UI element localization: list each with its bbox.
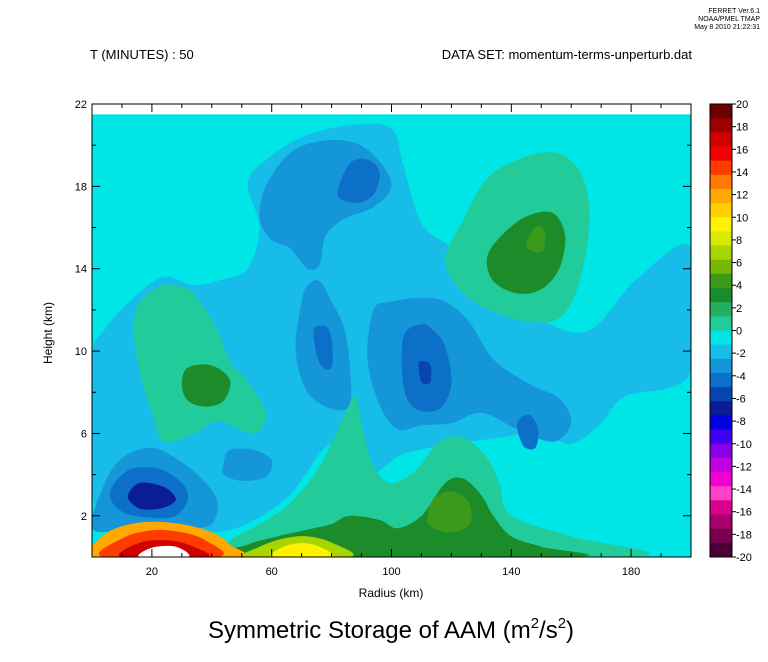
colorbar-swatch bbox=[710, 415, 732, 431]
ferret-version-stamp: FERRET Ver.6.1 bbox=[708, 8, 760, 15]
colorbar-level-label: 6 bbox=[736, 258, 742, 270]
colorbar-swatch bbox=[710, 387, 732, 402]
contour-region-level-20-26 bbox=[138, 545, 190, 558]
x-tick-label: 140 bbox=[502, 566, 520, 578]
colorbar-level-label: -10 bbox=[736, 439, 752, 451]
chart-title: Symmetric Storage of AAM (m2/s2) bbox=[208, 615, 574, 644]
contour-region-level-neg6-7 bbox=[337, 158, 380, 203]
colorbar-level-label: 4 bbox=[736, 280, 742, 292]
colorbar-swatch bbox=[710, 401, 732, 416]
time-label: T (MINUTES) : 50 bbox=[90, 47, 194, 62]
y-axis-title: Height (km) bbox=[41, 302, 55, 364]
contour-region-level-neg6-9 bbox=[313, 325, 333, 370]
chart-title-sup2: 2 bbox=[558, 615, 566, 632]
colorbar-swatch bbox=[710, 302, 732, 317]
y-tick-label: 14 bbox=[75, 264, 87, 276]
colorbar-level-label: -18 bbox=[736, 529, 752, 541]
colorbar-swatch bbox=[710, 344, 732, 360]
colorbar-swatch bbox=[710, 259, 732, 275]
colorbar-level-label: 12 bbox=[736, 190, 748, 202]
y-tick-label: 10 bbox=[75, 346, 87, 358]
contour-region-level-10-22 bbox=[270, 543, 334, 558]
colorbar-level-label: -12 bbox=[736, 461, 752, 473]
colorbar-swatch bbox=[710, 160, 732, 176]
colorbar-labels: 20181614121086420-2-4-6-8-10-12-14-16-18… bbox=[732, 99, 752, 564]
colorbar-level-label: -8 bbox=[736, 416, 746, 428]
colorbar-swatch bbox=[710, 273, 732, 289]
x-tick-label: 100 bbox=[382, 566, 400, 578]
colorbar-swatch bbox=[710, 132, 732, 147]
colorbar-level-label: 16 bbox=[736, 144, 748, 156]
colorbar-swatch bbox=[710, 245, 732, 261]
colorbar-swatch bbox=[710, 174, 732, 190]
colorbar-level-label: 20 bbox=[736, 99, 748, 111]
x-tick-label: 60 bbox=[266, 566, 278, 578]
heatmap-fill bbox=[92, 114, 691, 558]
axis-tick-labels: 20 60 100 140 180 2 6 10 14 18 22 bbox=[75, 99, 641, 578]
contour-region-level-6-20 bbox=[427, 491, 472, 533]
colorbar-level-label: 0 bbox=[736, 326, 742, 338]
dataset-label: DATA SET: momentum-terms-unperturb.dat bbox=[442, 47, 693, 62]
contour-region-level-2-18 bbox=[184, 396, 650, 558]
y-tick-label: 6 bbox=[81, 428, 87, 440]
chart-title-mid: /s bbox=[539, 617, 558, 644]
contour-region-level-2-1 bbox=[133, 284, 266, 443]
colorbar-swatch bbox=[710, 104, 732, 119]
contour-region-level-4-4 bbox=[486, 211, 566, 294]
y-tick-label: 18 bbox=[75, 181, 87, 193]
colorbar-level-label: 18 bbox=[736, 122, 748, 134]
colorbar-swatch bbox=[710, 372, 732, 388]
colorbar-swatch bbox=[710, 486, 732, 501]
colorbar-level-label: -14 bbox=[736, 484, 752, 496]
colorbar-level-label: -2 bbox=[736, 348, 746, 360]
colorbar-swatch bbox=[710, 528, 732, 544]
contour-region-level-neg6-13 bbox=[517, 414, 539, 450]
axis-ticks bbox=[91, 103, 692, 558]
chart-title-end: ) bbox=[566, 617, 574, 644]
colorbar-swatch bbox=[710, 118, 732, 133]
chart-title-sup1: 2 bbox=[531, 615, 539, 632]
x-axis-title: Radius (km) bbox=[359, 586, 424, 600]
colorbar-level-label: -20 bbox=[736, 552, 752, 564]
colorbar-level-label: -16 bbox=[736, 507, 752, 519]
colorbar-swatch bbox=[710, 316, 732, 331]
colorbar-swatch bbox=[710, 217, 732, 232]
colorbar-swatch bbox=[710, 500, 732, 516]
colorbar-swatch bbox=[710, 330, 732, 346]
contour-region-level-6-5 bbox=[526, 226, 546, 253]
colorbar-swatch bbox=[710, 146, 732, 162]
colorbar-swatch bbox=[710, 231, 732, 247]
colorbar-level-label: -6 bbox=[736, 393, 746, 405]
colorbar-swatch bbox=[710, 429, 732, 445]
colorbar bbox=[709, 103, 733, 558]
colorbar-level-label: 14 bbox=[736, 167, 748, 179]
colorbar-swatch bbox=[710, 358, 732, 374]
colorbar-level-label: 8 bbox=[736, 235, 742, 247]
colorbar-level-label: -4 bbox=[736, 371, 746, 383]
ferret-org-stamp: NOAA/PMEL TMAP bbox=[698, 16, 760, 23]
colorbar-swatch bbox=[710, 203, 732, 218]
contour-region-level-neg8-12 bbox=[418, 360, 432, 385]
colorbar-level-label: 2 bbox=[736, 303, 742, 315]
x-tick-label: 20 bbox=[146, 566, 158, 578]
colorbar-swatch bbox=[710, 457, 732, 473]
colorbar-swatch bbox=[710, 472, 732, 487]
colorbar-swatch bbox=[710, 188, 732, 204]
y-tick-label: 22 bbox=[75, 99, 87, 111]
colorbar-swatch bbox=[710, 288, 732, 303]
contour-region-level-neg4-14 bbox=[222, 448, 273, 481]
ferret-date-stamp: May 8 2010 21:22:31 bbox=[694, 24, 760, 31]
contour-region-level-neg10-17 bbox=[127, 482, 176, 510]
x-tick-label: 180 bbox=[622, 566, 640, 578]
colorbar-swatch bbox=[710, 443, 732, 459]
colorbar-swatch bbox=[710, 514, 732, 530]
colorbar-swatch bbox=[710, 542, 732, 558]
y-tick-label: 2 bbox=[81, 511, 87, 523]
colorbar-level-label: 10 bbox=[736, 212, 748, 224]
contour-region-level-4-2 bbox=[181, 364, 231, 407]
chart-title-main: Symmetric Storage of AAM (m bbox=[208, 617, 531, 644]
